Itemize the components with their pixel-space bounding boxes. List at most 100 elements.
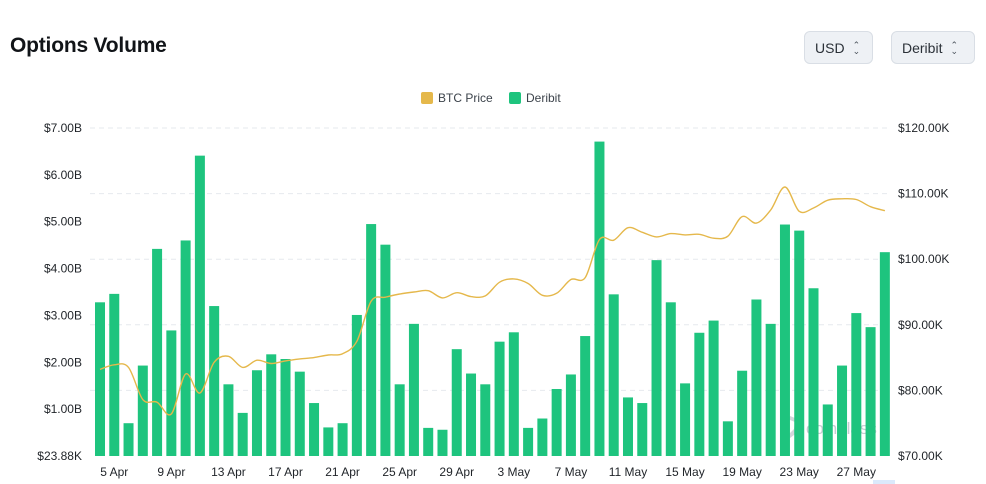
deribit-bar xyxy=(309,403,320,456)
x-axis-tick-label: 5 Apr xyxy=(100,465,128,479)
right-axis-tick-label: $110.00K xyxy=(898,187,949,201)
deribit-bar xyxy=(366,224,377,456)
deribit-bar xyxy=(209,306,220,456)
deribit-bar xyxy=(223,384,234,456)
deribit-bar xyxy=(580,336,591,456)
deribit-bar xyxy=(166,330,177,456)
deribit-bar xyxy=(708,320,719,456)
deribit-bar xyxy=(380,244,391,456)
deribit-bar xyxy=(551,388,562,456)
deribit-bar xyxy=(837,365,848,456)
deribit-bar xyxy=(622,397,633,456)
deribit-bar xyxy=(408,323,419,456)
deribit-bar xyxy=(523,427,534,456)
deribit-bar xyxy=(779,224,790,456)
deribit-bar xyxy=(152,248,163,456)
left-axis-tick-label: $2.00B xyxy=(44,355,82,369)
legend: BTC Price Deribit xyxy=(421,91,561,105)
deribit-bar xyxy=(237,412,248,456)
deribit-bar xyxy=(665,302,676,456)
deribit-bar xyxy=(765,323,776,456)
deribit-bar xyxy=(751,299,762,456)
deribit-bar xyxy=(808,288,819,456)
deribit-bar xyxy=(794,230,805,456)
deribit-bars xyxy=(95,141,890,457)
exchange-select-value: Deribit xyxy=(902,39,943,56)
deribit-bar xyxy=(722,421,733,456)
deribit-bar xyxy=(337,423,348,456)
x-axis-tick-label: 21 Apr xyxy=(325,465,360,479)
deribit-bar xyxy=(822,404,833,456)
deribit-bar xyxy=(437,429,448,456)
deribit-bar xyxy=(879,252,890,456)
deribit-bar xyxy=(180,240,191,456)
legend-btc-price-swatch xyxy=(421,92,433,104)
scroll-indicator xyxy=(873,480,895,484)
deribit-bar xyxy=(637,403,648,456)
left-axis-tick-label: $4.00B xyxy=(44,262,82,276)
left-axis-tick-label: $1.00B xyxy=(44,402,82,416)
deribit-bar xyxy=(123,423,134,456)
deribit-bar xyxy=(651,260,662,456)
right-axis-tick-label: $100.00K xyxy=(898,252,949,266)
deribit-bar xyxy=(608,294,619,456)
x-axis-tick-label: 3 May xyxy=(497,465,530,479)
deribit-bar xyxy=(451,349,462,456)
deribit-bar xyxy=(737,370,748,456)
legend-btc-price-label: BTC Price xyxy=(438,91,493,105)
chevron-updown-icon: ⌃ ⌄ xyxy=(852,39,861,56)
deribit-bar xyxy=(266,354,277,456)
deribit-bar xyxy=(694,332,705,456)
deribit-bar xyxy=(508,332,519,456)
x-axis-tick-label: 11 May xyxy=(609,465,647,479)
left-axis-tick-label: $23.88K xyxy=(37,449,82,463)
left-axis-tick-label: $6.00B xyxy=(44,168,82,182)
deribit-bar xyxy=(865,327,876,456)
page-title: Options Volume xyxy=(10,34,167,57)
deribit-bar xyxy=(323,427,334,456)
deribit-bar xyxy=(194,155,205,456)
right-axis-tick-label: $90.00K xyxy=(898,318,943,332)
deribit-bar xyxy=(466,373,477,456)
deribit-bar xyxy=(109,293,120,456)
chevron-updown-icon: ⌃ ⌄ xyxy=(950,39,959,56)
x-axis-tick-label: 25 Apr xyxy=(382,465,417,479)
x-axis-tick-label: 27 May xyxy=(837,465,876,479)
deribit-bar xyxy=(251,370,262,456)
deribit-bar xyxy=(137,365,148,456)
legend-deribit-label: Deribit xyxy=(526,91,561,105)
deribit-bar xyxy=(394,384,405,456)
deribit-bar xyxy=(423,427,434,456)
right-axis-ticks: $70.00K $80.00K $90.00K $100.00K $110.00K $12… xyxy=(898,121,949,463)
deribit-bar xyxy=(537,418,548,456)
right-axis-tick-label: $70.00K xyxy=(898,449,943,463)
deribit-bar xyxy=(351,314,362,456)
left-axis-tick-label: $3.00B xyxy=(44,308,82,322)
x-axis-tick-label: 29 Apr xyxy=(439,465,474,479)
x-axis-tick-label: 19 May xyxy=(722,465,761,479)
deribit-bar xyxy=(280,359,291,456)
deribit-bar xyxy=(494,341,505,456)
btc-price-line xyxy=(99,186,886,416)
x-axis-tick-label: 13 Apr xyxy=(211,465,246,479)
x-axis-tick-label: 17 Apr xyxy=(268,465,303,479)
deribit-bar xyxy=(680,383,691,456)
deribit-bar xyxy=(851,313,862,456)
currency-select[interactable]: USD ⌃ ⌄ xyxy=(804,31,873,64)
x-axis-tick-label: 23 May xyxy=(780,465,819,479)
x-axis-tick-label: 7 May xyxy=(555,465,588,479)
deribit-bar xyxy=(95,302,105,456)
deribit-bar xyxy=(480,384,491,456)
right-axis-tick-label: $120.00K xyxy=(898,121,949,135)
left-axis-tick-label: $5.00B xyxy=(44,215,82,229)
exchange-select[interactable]: Deribit ⌃ ⌄ xyxy=(891,31,975,64)
currency-select-value: USD xyxy=(815,39,845,56)
left-axis-tick-label: $7.00B xyxy=(44,121,82,135)
x-axis-tick-label: 9 Apr xyxy=(157,465,185,479)
x-axis-ticks: 5 Apr 9 Apr 13 Apr 17 Apr 21 Apr 25 Apr 29 Apr… xyxy=(100,465,876,479)
left-axis-ticks: $23.88K $1.00B $2.00B $3.00B $4.00B $5.00B $6.… xyxy=(37,121,82,463)
legend-deribit-swatch xyxy=(509,92,521,104)
x-axis-tick-label: 15 May xyxy=(665,465,704,479)
deribit-bar xyxy=(594,141,605,457)
